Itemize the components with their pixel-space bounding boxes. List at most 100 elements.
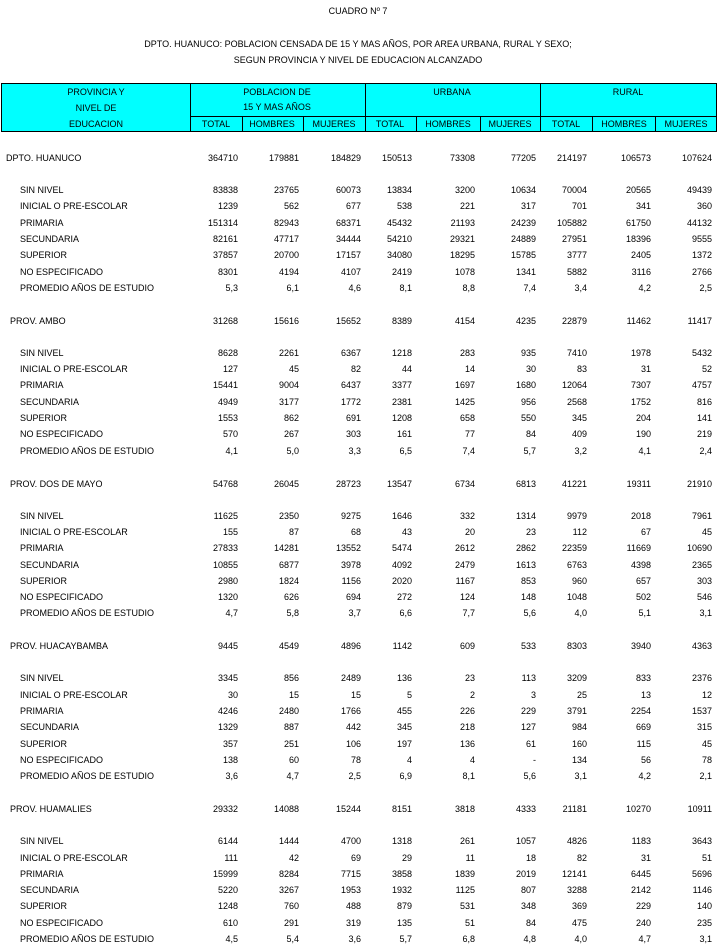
cell: 341 <box>635 201 651 212</box>
cell: 4,2 <box>638 282 651 293</box>
cell: 4,7 <box>286 771 299 782</box>
cell: 15 <box>350 689 361 700</box>
cell: 956 <box>520 396 536 407</box>
cell: 190 <box>635 429 651 440</box>
cell: 3,1 <box>699 934 712 944</box>
cell: 3,6 <box>348 934 361 944</box>
cell: 115 <box>636 738 651 749</box>
cell: 5474 <box>391 543 412 554</box>
group-label: PROV. HUAMALIES <box>10 804 92 815</box>
header-label: URBANA <box>433 87 471 97</box>
cell: 2365 <box>691 559 712 570</box>
cell: 229 <box>520 706 536 716</box>
cell: 8301 <box>217 266 238 277</box>
cell: 15652 <box>335 315 361 326</box>
cell: 261 <box>459 836 475 847</box>
cell: 3288 <box>566 885 587 896</box>
cell: 107624 <box>681 153 712 163</box>
cell: 1752 <box>630 396 651 407</box>
cell: 1318 <box>391 836 412 847</box>
cell: 6763 <box>566 559 587 570</box>
cell: 49439 <box>686 185 712 195</box>
cell: 303 <box>696 575 712 586</box>
cell: 179881 <box>268 153 299 163</box>
group-label: PROV. HUACAYBAMBA <box>10 641 109 652</box>
cell: 27951 <box>561 233 587 244</box>
cell: 8,8 <box>462 282 475 293</box>
row-label: NO ESPECIFICADO <box>20 592 104 603</box>
cell: 4,6 <box>348 282 361 293</box>
cell: 533 <box>520 641 536 652</box>
row-label: PROMEDIO AÑOS DE ESTUDIO <box>20 282 155 293</box>
cell: 14281 <box>273 543 299 554</box>
cell: 2568 <box>566 396 587 407</box>
cell: - <box>533 754 536 765</box>
cell: 4235 <box>515 315 536 326</box>
row-label: SIN NIVEL <box>20 510 64 521</box>
cell: 879 <box>396 901 412 912</box>
cell: 3,1 <box>699 608 712 619</box>
row-label: SECUNDARIA <box>20 559 80 570</box>
cell: 9275 <box>340 510 361 521</box>
column-label: HOMBRES <box>601 119 647 129</box>
cell: 235 <box>696 917 712 928</box>
cell: 1329 <box>217 722 238 733</box>
cell: 41221 <box>561 478 587 489</box>
cell: 7307 <box>630 380 651 391</box>
cell: 29321 <box>449 233 475 244</box>
row-label: SIN NIVEL <box>20 185 64 195</box>
cell: 51 <box>464 917 475 928</box>
row-label: SECUNDARIA <box>20 885 80 896</box>
cell: 10634 <box>510 185 536 195</box>
cell: 6437 <box>340 380 361 391</box>
cell: 136 <box>459 738 475 749</box>
header-label: POBLACION DE <box>243 87 311 97</box>
cell: 4 <box>406 754 412 765</box>
cell: 140 <box>696 901 712 912</box>
cell: 475 <box>571 917 587 928</box>
cell: 23 <box>464 673 475 684</box>
cell: 5,6 <box>523 771 536 782</box>
cell: 184829 <box>330 153 361 163</box>
cell: 22359 <box>561 543 587 554</box>
cell: 2350 <box>278 510 299 521</box>
row-label: INICIAL O PRE-ESCOLAR <box>20 689 128 700</box>
row-label: INICIAL O PRE-ESCOLAR <box>20 852 128 863</box>
cell: 3,2 <box>574 445 587 456</box>
group-label: DPTO. HUANUCO <box>6 153 82 163</box>
cell: 20700 <box>273 250 299 261</box>
rule <box>540 83 541 131</box>
column-label: TOTAL <box>551 119 581 129</box>
cell: 626 <box>283 592 299 603</box>
cell: 6367 <box>340 347 361 358</box>
cell: 6,1 <box>286 282 299 293</box>
rule <box>365 83 366 131</box>
cell: 1932 <box>391 885 412 896</box>
row-label: NO ESPECIFICADO <box>20 266 104 277</box>
cell: 3,4 <box>574 282 587 293</box>
row-label: SECUNDARIA <box>20 233 80 244</box>
cell: 319 <box>345 917 361 928</box>
cell: 11417 <box>687 315 712 326</box>
header-label: PROVINCIA Y <box>67 87 125 97</box>
cell: 151314 <box>207 217 238 228</box>
row-label: SUPERIOR <box>20 575 68 586</box>
cell: 10270 <box>625 804 651 815</box>
cell: 1048 <box>566 592 587 603</box>
cell: 960 <box>571 575 587 586</box>
cell: 34444 <box>335 233 361 244</box>
cell: 4757 <box>691 380 712 391</box>
cell: 1613 <box>515 559 536 570</box>
cell: 219 <box>696 429 712 440</box>
cell: 83838 <box>212 185 238 195</box>
cell: 2,1 <box>699 771 712 782</box>
cell: 12064 <box>561 380 587 391</box>
cell: 562 <box>283 201 299 212</box>
cell: 658 <box>459 413 475 423</box>
cell: 25 <box>576 689 587 700</box>
cell: 20 <box>464 526 475 537</box>
cell: 106573 <box>620 153 651 163</box>
cell: 4246 <box>217 706 238 716</box>
cell: 5882 <box>566 266 587 277</box>
cell: 488 <box>345 901 361 912</box>
